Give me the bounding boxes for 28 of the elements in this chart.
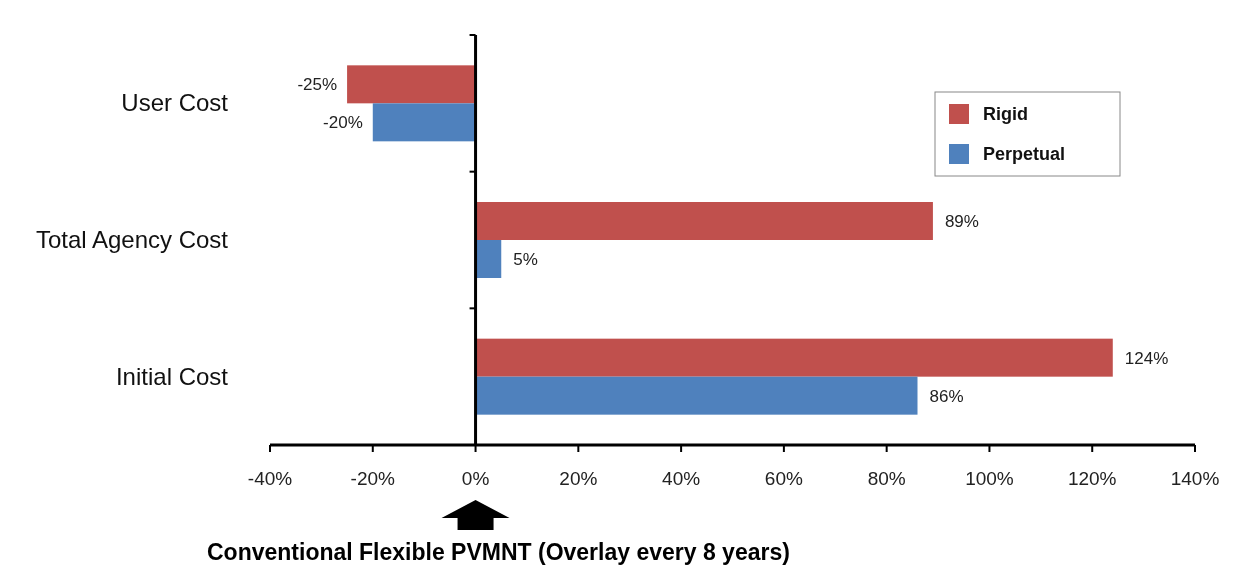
data-label: 124%: [1124, 348, 1169, 368]
bar: [475, 338, 1113, 377]
bar: [372, 103, 476, 142]
x-tick-label: 20%: [559, 468, 598, 489]
x-tick-label: 80%: [867, 468, 906, 489]
bar: [347, 65, 476, 104]
x-tick-label: 0%: [461, 468, 490, 489]
data-label: -25%: [297, 75, 338, 95]
data-label: 86%: [929, 386, 964, 406]
x-tick-label: -40%: [247, 468, 293, 489]
bar: [475, 376, 918, 415]
y-tick-label: User Cost: [121, 89, 229, 117]
x-tick-label: -20%: [350, 468, 396, 489]
data-label: 89%: [944, 212, 979, 231]
legend-label: Rigid: [983, 104, 1028, 124]
text: Conventional Flexible PVMNT (Overlay every 8 years): [207, 539, 790, 565]
y-tick-label: Total Agency Cost: [35, 226, 229, 253]
data-label: 5%: [513, 250, 538, 269]
y-tick-label: Initial Cost: [115, 362, 229, 390]
data-label: -20%: [323, 113, 363, 133]
legend-label: Perpetual: [983, 144, 1066, 164]
bar: [475, 240, 502, 278]
x-tick-label: 140%: [1170, 468, 1220, 489]
bar: [475, 202, 933, 240]
x-tick-label: 60%: [764, 468, 804, 489]
x-tick-label: 40%: [662, 468, 701, 489]
x-tick-label: 120%: [1067, 468, 1117, 489]
x-tick-label: 100%: [965, 468, 1014, 489]
